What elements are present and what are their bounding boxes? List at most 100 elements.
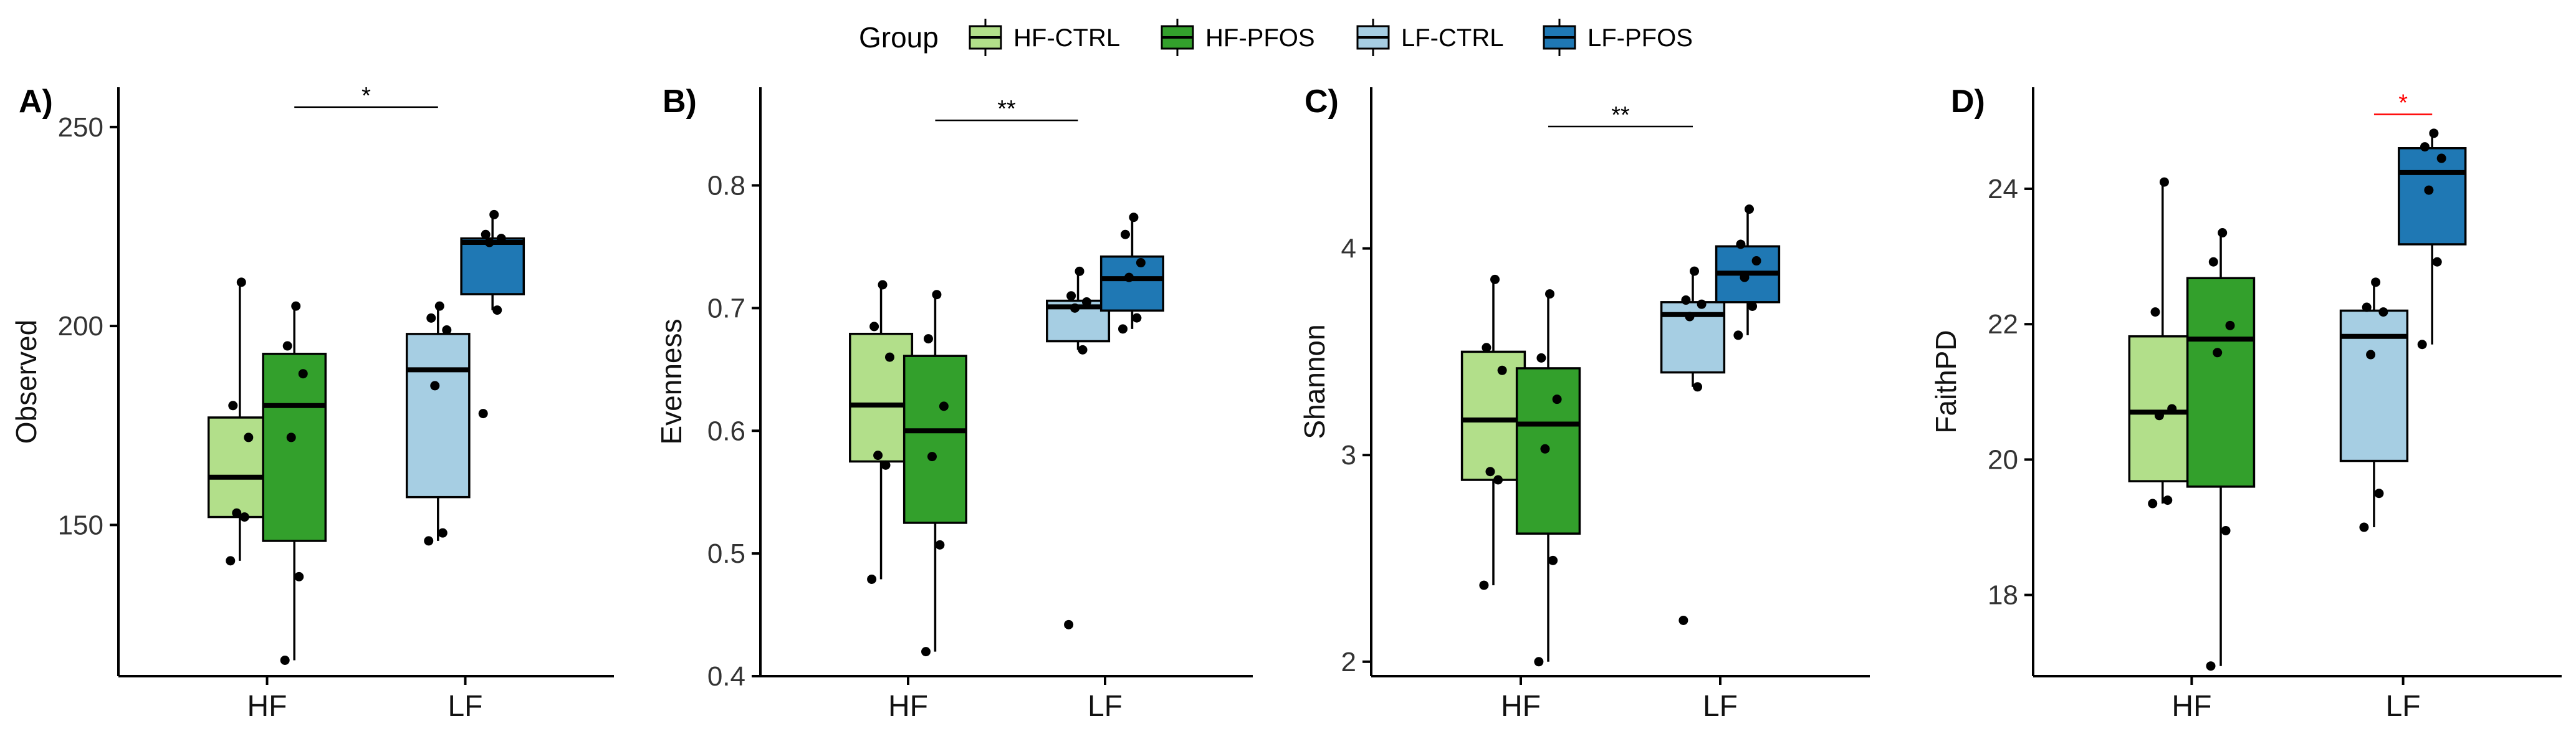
data-point (1745, 204, 1755, 214)
panel-label: A) (19, 84, 53, 120)
data-point (2424, 185, 2434, 195)
y-tick-label: 4 (1341, 234, 1356, 264)
data-point (1066, 291, 1076, 301)
box-hf-pfos (903, 290, 967, 657)
panel-b: B) Evenness 0.4 0.5 0.6 0.7 0.8 HF LF ** (655, 84, 1253, 723)
x-tick-label-lf: LF (1703, 690, 1738, 723)
legend-title: Group (859, 21, 939, 54)
data-point (1078, 345, 1088, 355)
data-point (2420, 142, 2430, 152)
data-point (478, 409, 488, 419)
legend-label: LF-PFOS (1587, 24, 1693, 52)
data-point (294, 571, 304, 581)
data-point (2154, 411, 2164, 421)
data-point (1482, 343, 1491, 353)
data-point (1485, 467, 1495, 477)
significance-label: ** (1611, 102, 1630, 128)
box-body (460, 237, 525, 295)
x-tick-label-lf: LF (448, 690, 482, 723)
data-point (1697, 299, 1707, 309)
data-point (924, 334, 934, 344)
y-tick-label: 200 (58, 311, 103, 342)
box-body (2128, 335, 2197, 482)
box-body (903, 355, 967, 524)
significance-label: ** (997, 96, 1016, 122)
data-point (881, 460, 891, 470)
box-hf-ctrl (207, 277, 272, 566)
y-axis-label: Shannon (1298, 324, 1331, 439)
legend-entry-hf-ctrl: HF-CTRL (969, 19, 1120, 56)
data-point (2148, 499, 2158, 509)
panel-label: B) (663, 84, 697, 120)
y-tick-label: 3 (1341, 440, 1356, 471)
y-tick-label: 18 (1988, 580, 2018, 611)
data-point (1070, 303, 1080, 313)
y-tick-label: 24 (1988, 174, 2018, 204)
data-point (1678, 615, 1688, 625)
data-point (291, 301, 301, 311)
box-lf-ctrl (405, 301, 471, 546)
box-lf-pfos (1715, 204, 1781, 340)
y-axis-label: Observed (10, 320, 42, 444)
y-tick-label: 22 (1988, 309, 2018, 340)
box-hf-pfos (2186, 228, 2256, 671)
data-point (2213, 348, 2223, 358)
data-point (1740, 272, 1750, 282)
data-point (2374, 489, 2384, 499)
data-point (2371, 277, 2381, 287)
data-point (226, 556, 236, 566)
data-point (2206, 661, 2216, 671)
legend-label: HF-PFOS (1205, 24, 1315, 52)
data-point (232, 508, 242, 518)
y-axis-label: Evenness (655, 318, 687, 444)
data-point (1733, 330, 1743, 340)
data-point (2378, 307, 2388, 317)
box-hf-pfos (262, 301, 327, 665)
data-point (2150, 307, 2160, 317)
data-point (2159, 177, 2169, 187)
y-tick-label: 250 (58, 112, 103, 143)
data-point (867, 574, 877, 584)
data-point (2208, 257, 2218, 267)
data-point (1132, 313, 1142, 323)
data-point (442, 325, 452, 335)
data-point (1534, 657, 1544, 667)
data-point (438, 528, 448, 538)
data-point (1685, 312, 1695, 322)
y-tick-label: 0.8 (707, 171, 745, 201)
legend-entry-lf-pfos: LF-PFOS (1543, 19, 1693, 56)
data-point (484, 237, 494, 247)
data-point (236, 277, 246, 287)
data-point (1081, 297, 1091, 307)
panels: A) Observed 150 200 250 HF LF * B) Evenness 0.4 0.5… (10, 83, 2562, 723)
data-point (1693, 382, 1703, 392)
data-point (280, 655, 290, 665)
data-point (921, 647, 931, 657)
data-point (496, 234, 506, 244)
data-point (1064, 619, 1074, 629)
box-body (849, 332, 914, 463)
data-point (878, 280, 888, 290)
data-point (489, 209, 499, 219)
data-point (1493, 475, 1503, 485)
significance-label: * (2398, 90, 2408, 116)
y-axis-label: FaithPD (1930, 330, 1962, 433)
panel-label: C) (1305, 84, 1339, 120)
legend-entry-lf-ctrl: LF-CTRL (1356, 19, 1503, 56)
data-point (1751, 256, 1761, 266)
data-point (492, 305, 502, 315)
data-point (873, 451, 883, 461)
data-point (2163, 495, 2173, 505)
legend: Group HF-CTRL HF-PFOS LF-CTRL LF-PFOS (859, 19, 1693, 56)
box-body (262, 353, 327, 542)
box-lf-ctrl (2339, 277, 2409, 532)
data-point (935, 540, 945, 550)
data-point (2432, 257, 2442, 267)
x-tick-label-lf: LF (2386, 690, 2421, 723)
data-point (426, 313, 436, 323)
legend-label: HF-CTRL (1013, 24, 1120, 52)
data-point (2218, 228, 2228, 238)
significance-label: * (362, 83, 371, 109)
data-point (1121, 229, 1131, 239)
